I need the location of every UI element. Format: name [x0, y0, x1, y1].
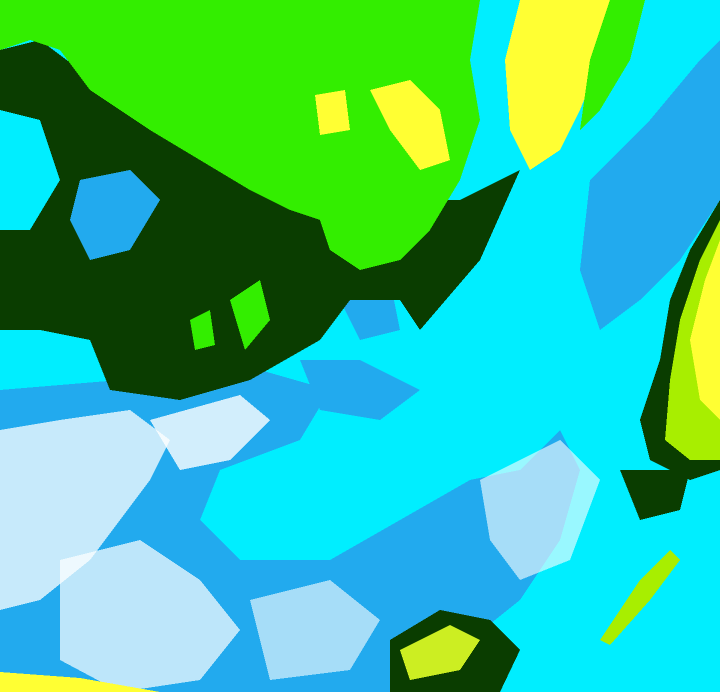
dark-green-patch: [620, 470, 690, 520]
green-patch: [190, 310, 215, 350]
blue-patch: [300, 360, 420, 420]
blue-patch: [70, 170, 160, 260]
green-patch: [600, 550, 680, 645]
green-region: [0, 0, 480, 270]
yellow-region: [370, 80, 450, 170]
dark-green-region: [0, 40, 520, 400]
green-patch: [230, 280, 270, 350]
yellow-region: [505, 0, 610, 170]
yellow-region: [690, 240, 720, 420]
yellow-green-patch: [400, 625, 480, 680]
white-patch: [250, 580, 380, 680]
green-region: [580, 0, 645, 130]
white-patch: [60, 540, 240, 692]
blue-patch: [580, 40, 720, 330]
yellow-strip: [0, 672, 160, 692]
yellow-patch: [315, 90, 350, 135]
white-patch: [480, 440, 600, 580]
white-patch: [150, 395, 270, 470]
white-patch: [0, 410, 170, 610]
cyan-patch: [0, 110, 60, 230]
